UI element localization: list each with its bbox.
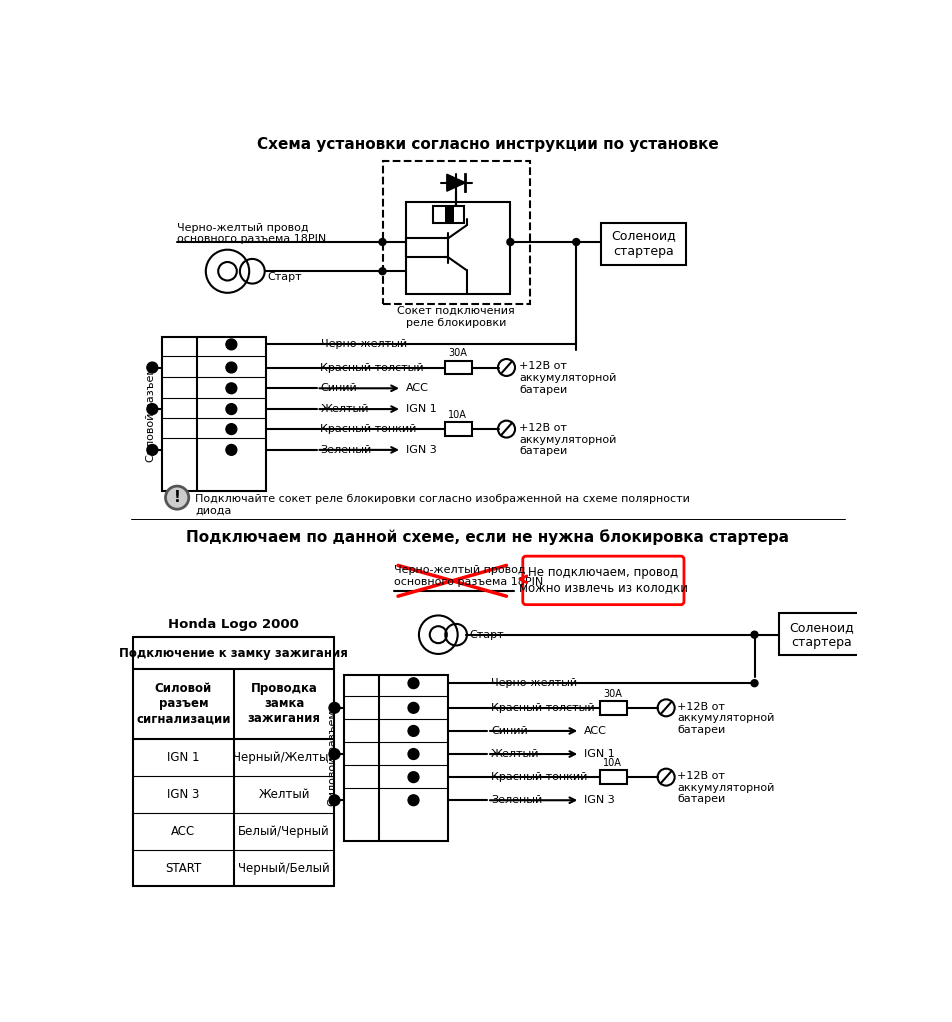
Text: ACC: ACC: [171, 825, 195, 838]
Text: IGN 1: IGN 1: [167, 750, 200, 763]
Circle shape: [147, 445, 158, 455]
Circle shape: [329, 702, 340, 713]
Text: +12В от
аккумуляторной
батареи: +12В от аккумуляторной батареи: [519, 362, 616, 394]
Text: IGN 1: IGN 1: [406, 404, 437, 414]
Circle shape: [147, 362, 158, 373]
Text: ACC: ACC: [406, 383, 428, 393]
Text: Подключаем по данной схеме, если не нужна блокировка стартера: Подключаем по данной схеме, если не нужн…: [187, 529, 789, 545]
Circle shape: [226, 445, 237, 455]
Text: Сокет подключения
реле блокировки: Сокет подключения реле блокировки: [397, 306, 515, 327]
Text: Старт: Старт: [268, 272, 303, 282]
Circle shape: [751, 632, 758, 638]
Text: Красный толстый: Красный толстый: [321, 363, 425, 372]
Text: Зеленый: Зеленый: [321, 445, 371, 455]
Text: Зеленый: Зеленый: [491, 795, 543, 805]
Bar: [162, 336, 267, 491]
Text: IGN 3: IGN 3: [168, 788, 200, 800]
Circle shape: [379, 238, 386, 245]
Bar: [445, 361, 471, 374]
Bar: [780, 613, 864, 655]
Text: +12В от
аккумуляторной
батареи: +12В от аккумуляторной батареи: [677, 771, 774, 804]
Text: Силовой разъем: Силовой разъем: [327, 710, 338, 806]
Text: Проводка
замка
зажигания: Проводка замка зажигания: [248, 683, 321, 726]
Circle shape: [408, 749, 419, 759]
Text: Белый/Черный: Белый/Черный: [238, 825, 330, 838]
Text: IGN 1: IGN 1: [584, 749, 615, 759]
Text: +12В от
аккумуляторной
батареи: +12В от аккумуляторной батареи: [519, 423, 616, 456]
Circle shape: [498, 421, 515, 437]
Text: Красный тонкий: Красный тонкий: [321, 424, 417, 434]
Circle shape: [751, 680, 758, 687]
Text: Красный тонкий: Красный тонкий: [491, 773, 587, 782]
Bar: [344, 676, 448, 841]
Polygon shape: [446, 174, 466, 191]
Circle shape: [379, 268, 386, 275]
Bar: [445, 205, 454, 223]
Text: Красный толстый: Красный толстый: [491, 703, 595, 712]
Circle shape: [573, 238, 580, 245]
Text: Подключайте сокет реле блокировки согласно изображенной на схеме полярности
диод: Подключайте сокет реле блокировки соглас…: [195, 494, 690, 515]
Text: IGN 3: IGN 3: [406, 445, 437, 455]
Text: Синий: Синий: [321, 383, 357, 393]
Bar: [433, 205, 464, 223]
Circle shape: [408, 772, 419, 783]
Bar: [445, 422, 471, 436]
Text: Старт: Старт: [469, 630, 504, 640]
Text: Синий: Синий: [491, 726, 527, 736]
Bar: [600, 701, 626, 714]
Circle shape: [329, 795, 340, 805]
Circle shape: [166, 486, 188, 509]
Circle shape: [226, 424, 237, 434]
Circle shape: [506, 238, 514, 245]
Circle shape: [408, 795, 419, 805]
Text: Honda Logo 2000: Honda Logo 2000: [169, 618, 299, 632]
Circle shape: [408, 726, 419, 736]
Text: Желтый: Желтый: [321, 404, 369, 414]
Text: 10A: 10A: [604, 758, 622, 768]
Bar: [133, 637, 334, 886]
Text: Черно-желтый провод
основного разъема 18PIN: Черно-желтый провод основного разъема 18…: [177, 223, 327, 244]
Bar: [600, 771, 626, 784]
Text: 10A: 10A: [448, 410, 467, 420]
Circle shape: [147, 404, 158, 415]
Text: Силовой
разъем
сигнализации: Силовой разъем сигнализации: [136, 683, 230, 726]
FancyBboxPatch shape: [523, 556, 684, 605]
Bar: [383, 161, 529, 304]
Text: Силовой разъем: Силовой разъем: [146, 366, 156, 462]
Circle shape: [658, 699, 675, 716]
Circle shape: [498, 359, 515, 376]
Text: Черно-желтый провод
основного разъема 18PIN: Черно-желтый провод основного разъема 18…: [394, 565, 544, 587]
Circle shape: [226, 404, 237, 415]
Circle shape: [408, 678, 419, 689]
Text: 30A: 30A: [604, 689, 622, 699]
Circle shape: [226, 362, 237, 373]
Circle shape: [226, 339, 237, 350]
Text: IGN 3: IGN 3: [584, 795, 615, 805]
Text: +12В от
аккумуляторной
батареи: +12В от аккумуляторной батареи: [677, 702, 774, 735]
Text: Соленоид
стартера: Соленоид стартера: [611, 230, 676, 258]
Circle shape: [226, 383, 237, 393]
Text: ACC: ACC: [584, 726, 606, 736]
Circle shape: [408, 702, 419, 713]
Text: Черный/Белый: Черный/Белый: [238, 862, 330, 875]
Text: Желтый: Желтый: [258, 788, 309, 800]
Text: Схема установки согласно инструкции по установке: Схема установки согласно инструкции по у…: [257, 137, 719, 151]
Text: Черный/Желтый: Черный/Желтый: [232, 750, 336, 763]
Bar: [406, 202, 510, 293]
Text: Черно-желтый: Черно-желтый: [491, 679, 577, 688]
Text: Подключение к замку зажигания: Подключение к замку зажигания: [119, 647, 348, 659]
Circle shape: [658, 769, 675, 786]
Text: Черно-желтый: Черно-желтый: [321, 339, 407, 350]
Text: Желтый: Желтый: [491, 749, 540, 759]
Bar: [601, 223, 686, 265]
Text: Не подключаем, провод
можно извлечь из колодки: Не подключаем, провод можно извлечь из к…: [519, 566, 688, 595]
Text: !: !: [173, 491, 181, 505]
Text: Соленоид
стартера: Соленоид стартера: [789, 620, 854, 649]
Circle shape: [329, 749, 340, 759]
Text: START: START: [166, 862, 202, 875]
Text: 30A: 30A: [448, 349, 467, 359]
